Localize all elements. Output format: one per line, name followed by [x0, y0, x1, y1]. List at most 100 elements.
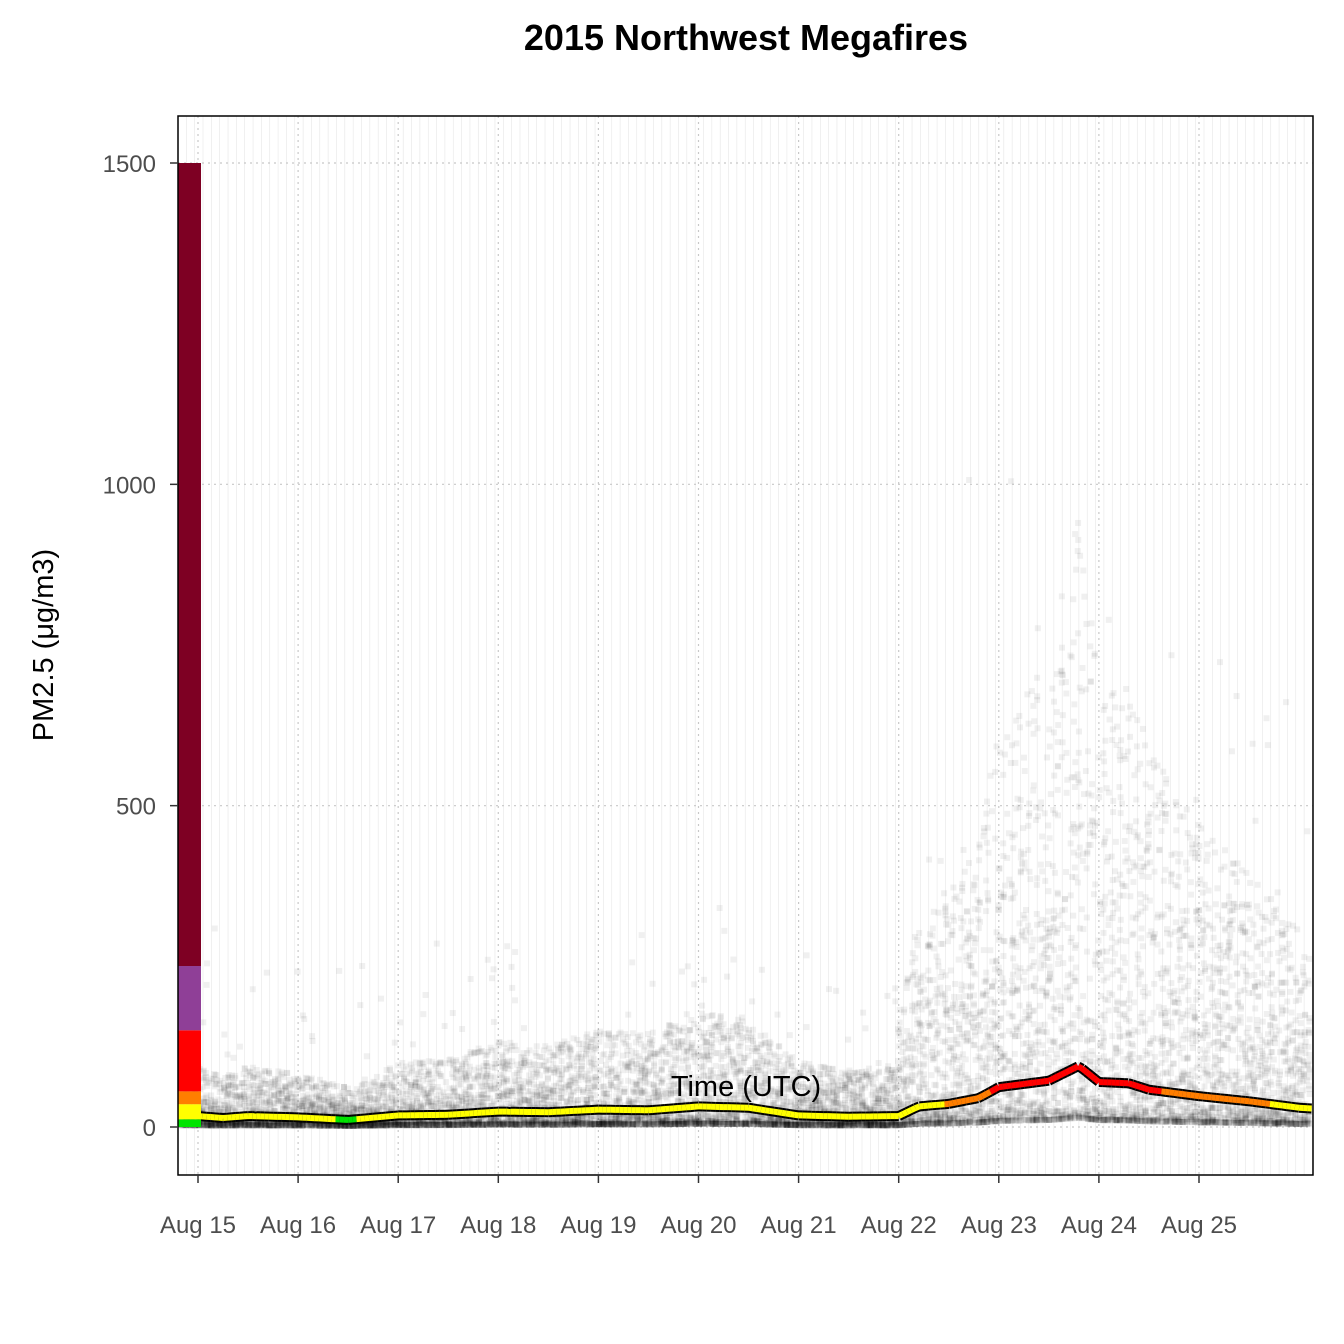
- data-point: [351, 1122, 358, 1129]
- data-point: [392, 1121, 399, 1128]
- data-point: [288, 1094, 295, 1101]
- data-point: [425, 1058, 432, 1065]
- data-point: [305, 1095, 312, 1102]
- data-point: [345, 1119, 352, 1126]
- data-point: [246, 1096, 253, 1103]
- data-point: [375, 1122, 382, 1129]
- data-point: [305, 1122, 312, 1129]
- data-point: [307, 1122, 314, 1129]
- data-point: [317, 1121, 324, 1128]
- data-point: [342, 1105, 349, 1112]
- data-point: [368, 1121, 375, 1128]
- data-point: [253, 1071, 260, 1078]
- data-point: [455, 1082, 462, 1089]
- data-point: [271, 1100, 278, 1107]
- data-point: [265, 1121, 272, 1128]
- data-point: [282, 1121, 289, 1128]
- data-point: [659, 1076, 666, 1083]
- data-point: [246, 1122, 253, 1129]
- data-point: [295, 1122, 302, 1129]
- data-point: [241, 1121, 248, 1128]
- data-point: [608, 1082, 615, 1089]
- data-point: [399, 1102, 406, 1109]
- data-point: [282, 1097, 289, 1104]
- data-point: [350, 1109, 357, 1116]
- data-point: [419, 1059, 426, 1066]
- data-point: [458, 1120, 465, 1127]
- data-point: [359, 1121, 366, 1128]
- data-point: [333, 1122, 340, 1129]
- data-point: [361, 1121, 368, 1128]
- data-point: [391, 1095, 398, 1102]
- data-point: [357, 1002, 364, 1009]
- data-point: [259, 1121, 266, 1128]
- data-point: [390, 1118, 397, 1125]
- data-point: [259, 1091, 266, 1098]
- data-point: [437, 1116, 444, 1123]
- data-point: [232, 1122, 239, 1129]
- data-point: [308, 1085, 315, 1092]
- data-point: [296, 1122, 303, 1129]
- data-point: [416, 1122, 423, 1129]
- data-point: [225, 1082, 232, 1089]
- data-point: [367, 1121, 374, 1128]
- data-point: [303, 1122, 310, 1129]
- data-point: [300, 1096, 307, 1103]
- data-point: [366, 1120, 373, 1127]
- data-point: [270, 1122, 277, 1129]
- data-point: [354, 1122, 361, 1129]
- data-point: [216, 1080, 223, 1087]
- data-point: [328, 1122, 335, 1129]
- data-point: [411, 1119, 418, 1126]
- data-point: [265, 1068, 272, 1075]
- data-point: [274, 1096, 281, 1103]
- data-point: [241, 1122, 248, 1129]
- data-point: [228, 1081, 235, 1088]
- data-point: [257, 1102, 264, 1109]
- data-point: [578, 1065, 585, 1072]
- data-point: [445, 1104, 452, 1111]
- data-point: [350, 1122, 357, 1129]
- data-point: [372, 1120, 379, 1127]
- data-point: [303, 1108, 310, 1115]
- data-point: [271, 1121, 278, 1128]
- data-point: [241, 1088, 248, 1095]
- data-point: [213, 1105, 220, 1112]
- data-point: [428, 1121, 435, 1128]
- data-point: [386, 1122, 393, 1129]
- data-point: [262, 1121, 269, 1128]
- data-point: [321, 1122, 328, 1129]
- data-point: [342, 1122, 349, 1129]
- data-point: [326, 1102, 333, 1109]
- data-point: [229, 1120, 236, 1127]
- data-point: [334, 1121, 341, 1128]
- data-point: [393, 1101, 400, 1108]
- data-point: [340, 1102, 347, 1109]
- data-point: [392, 1104, 399, 1111]
- data-point: [309, 1094, 316, 1101]
- data-point: [388, 1098, 395, 1105]
- data-point: [378, 1082, 385, 1089]
- data-point: [299, 1085, 306, 1092]
- data-point: [215, 1108, 222, 1115]
- data-point: [220, 1122, 227, 1129]
- data-point: [408, 1082, 415, 1089]
- data-point: [436, 1059, 443, 1066]
- data-point: [334, 1099, 341, 1106]
- data-point: [462, 1117, 469, 1124]
- data-point: [459, 1098, 466, 1105]
- data-point: [275, 1089, 282, 1096]
- data-point: [662, 1059, 669, 1066]
- data-point: [363, 1122, 370, 1129]
- data-point: [262, 1120, 269, 1127]
- data-point: [389, 1094, 396, 1101]
- data-point: [233, 1122, 240, 1129]
- data-point: [453, 1057, 460, 1064]
- data-point: [408, 1121, 415, 1128]
- data-point: [204, 960, 211, 967]
- data-point: [446, 1121, 453, 1128]
- data-point: [434, 1119, 441, 1126]
- data-point: [240, 1092, 247, 1099]
- data-point: [232, 1107, 239, 1114]
- data-point: [242, 1074, 249, 1081]
